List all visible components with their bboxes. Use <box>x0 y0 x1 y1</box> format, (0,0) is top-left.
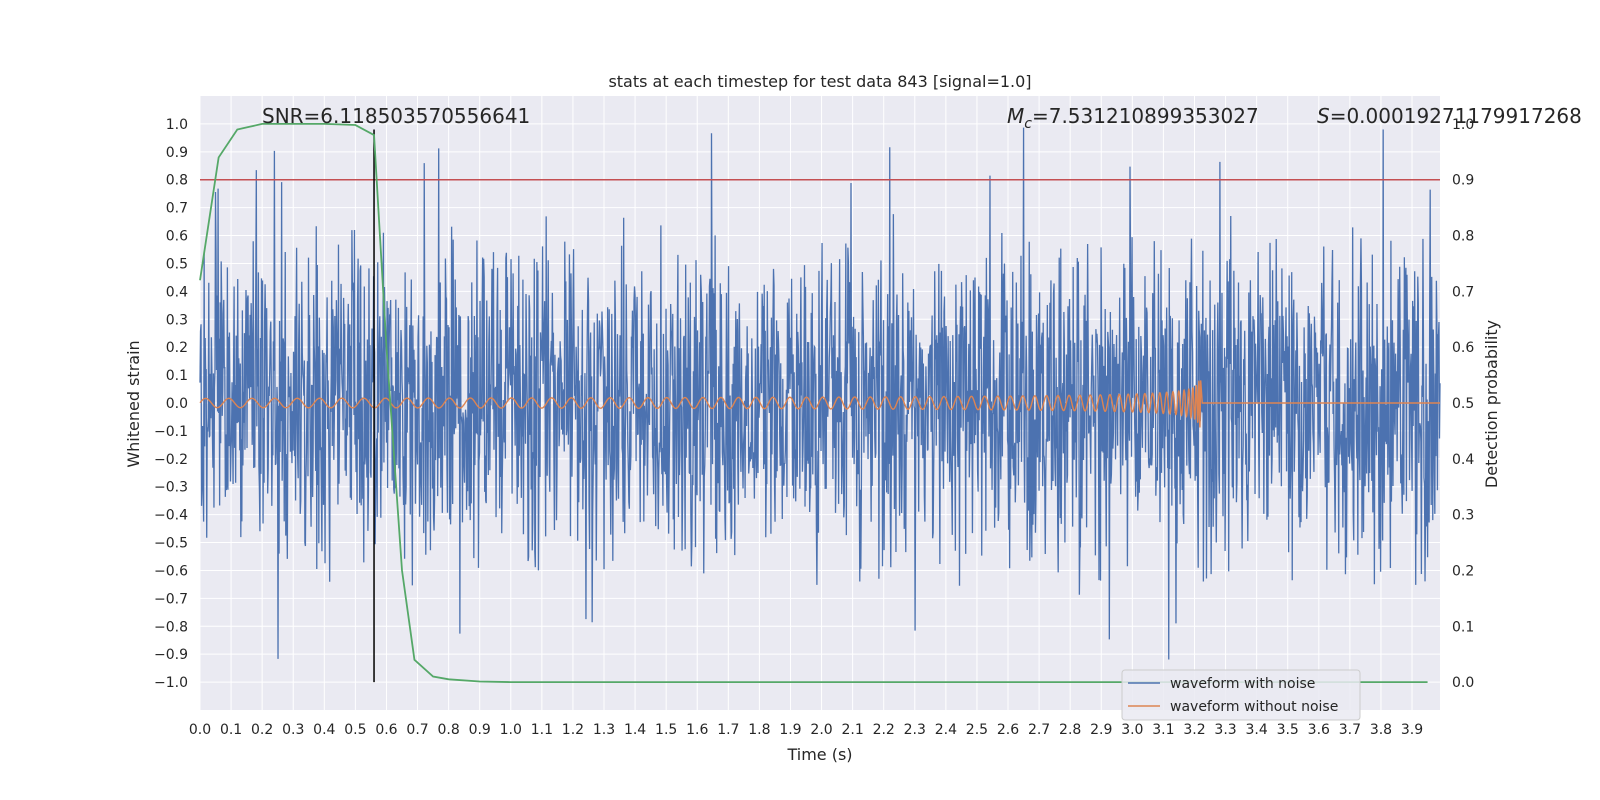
x-tick-label: 3.4 <box>1246 722 1268 738</box>
x-tick-label: 1.5 <box>655 722 677 738</box>
x-tick-label: 1.2 <box>562 722 584 738</box>
s-annotation: S=0.00019271179917268 <box>1317 104 1582 128</box>
y-tick-label: 0.8 <box>166 173 188 189</box>
x-tick-label: 2.7 <box>1028 722 1050 738</box>
y-axis-label: Whitened strain <box>124 340 143 467</box>
x-tick-label: 3.0 <box>1121 722 1143 738</box>
y2-tick-label: 0.7 <box>1452 284 1474 300</box>
series-waveform-with-noise <box>199 127 1441 660</box>
y2-tick-label: 0.5 <box>1452 396 1474 412</box>
x-tick-label: 0.5 <box>344 722 366 738</box>
y-tick-label: 0.4 <box>166 284 188 300</box>
s-symbol: S <box>1317 104 1330 128</box>
legend: waveform with noise waveform without noi… <box>1121 669 1361 721</box>
x-tick-label: 3.3 <box>1214 722 1236 738</box>
y2-tick-label: 0.3 <box>1452 508 1474 524</box>
overlay-lines <box>199 123 1440 683</box>
y-tick-label: 0.2 <box>166 340 188 356</box>
y-tick-label: 0.9 <box>166 145 188 161</box>
chart-title: stats at each timestep for test data 843… <box>608 72 1031 91</box>
x-tick-label: 1.0 <box>500 722 522 738</box>
x-tick-label: 2.8 <box>1059 722 1081 738</box>
snr-annotation: SNR=6.118503570556641 <box>262 104 530 128</box>
y-tick-label: −0.1 <box>154 424 188 440</box>
x-tick-label: 1.1 <box>531 722 553 738</box>
x-tick-label: 0.7 <box>406 722 428 738</box>
x-tick-label: 0.4 <box>313 722 335 738</box>
y-tick-label: 0.3 <box>166 312 188 328</box>
x-tick-label: 0.6 <box>375 722 397 738</box>
x-tick-label: 2.3 <box>904 722 926 738</box>
x-tick-label: 3.7 <box>1339 722 1361 738</box>
y-tick-label: 0.6 <box>166 229 188 245</box>
y2-tick-label: 0.2 <box>1452 563 1474 579</box>
x-tick-label: 3.8 <box>1370 722 1392 738</box>
legend-label-noise: waveform with noise <box>1170 676 1315 692</box>
y-tick-label: −0.2 <box>154 452 188 468</box>
y-tick-label: −0.4 <box>154 508 188 524</box>
y2-axis-label: Detection probability <box>1482 320 1501 488</box>
y2-tick-labels: 1.0 0.9 0.8 0.7 0.6 0.5 0.4 0.3 0.2 0.1 0.0 <box>1452 117 1474 691</box>
x-tick-label: 2.2 <box>873 722 895 738</box>
x-tick-label: 2.1 <box>841 722 863 738</box>
x-tick-label: 3.5 <box>1277 722 1299 738</box>
y2-tick-label: 0.9 <box>1452 173 1474 189</box>
x-tick-label: 0.2 <box>251 722 273 738</box>
x-tick-label: 2.0 <box>810 722 832 738</box>
chirp-mass-value: =7.531210899353027 <box>1032 104 1259 128</box>
y-tick-label: 0.5 <box>166 256 188 272</box>
chirp-mass-symbol: M <box>1007 104 1024 128</box>
x-tick-label: 2.4 <box>935 722 957 738</box>
x-tick-label: 0.3 <box>282 722 304 738</box>
x-tick-label: 3.6 <box>1308 722 1330 738</box>
x-tick-label: 3.1 <box>1152 722 1174 738</box>
y2-tick-label: 1.0 <box>1452 117 1474 133</box>
x-tick-label: 1.4 <box>624 722 646 738</box>
x-tick-label: 0.9 <box>469 722 491 738</box>
x-tick-label: 0.1 <box>220 722 242 738</box>
chirp-mass-subscript: c <box>1024 116 1032 132</box>
x-tick-label: 1.8 <box>748 722 770 738</box>
y-tick-label: 0.7 <box>166 201 188 217</box>
y-tick-label: −0.8 <box>154 619 188 635</box>
y-tick-label: 1.0 <box>166 117 188 133</box>
series-waveform-without-noise <box>199 380 1440 428</box>
x-tick-label: 2.6 <box>997 722 1019 738</box>
detection-probability-line <box>199 123 1428 683</box>
y2-tick-label: 0.6 <box>1452 340 1474 356</box>
y-tick-label: −0.9 <box>154 647 188 663</box>
y-tick-labels: 1.0 0.9 0.8 0.7 0.6 0.5 0.4 0.3 0.2 0.1 0.0 −0.1 −0.… <box>154 117 188 691</box>
y2-tick-label: 0.4 <box>1452 452 1474 468</box>
x-tick-label: 1.3 <box>593 722 615 738</box>
y-tick-label: −0.7 <box>154 591 188 607</box>
legend-box <box>1121 669 1361 721</box>
x-tick-label: 3.2 <box>1183 722 1205 738</box>
y-tick-label: −0.6 <box>154 563 188 579</box>
y-tick-label: −0.5 <box>154 536 188 552</box>
y2-tick-label: 0.1 <box>1452 619 1474 635</box>
x-tick-label: 1.6 <box>686 722 708 738</box>
chirp-mass-annotation: Mc=7.531210899353027 <box>1007 104 1259 132</box>
x-tick-label: 3.9 <box>1401 722 1423 738</box>
y-tick-label: −0.3 <box>154 480 188 496</box>
y2-tick-label: 0.8 <box>1452 229 1474 245</box>
x-tick-labels: 0.0 0.1 0.2 0.3 0.4 0.5 0.6 0.7 0.8 0.9 1.0 1.1 1.2 1… <box>189 722 1423 738</box>
legend-label-clean: waveform without noise <box>1170 699 1338 715</box>
x-tick-label: 1.7 <box>717 722 739 738</box>
x-tick-label: 0.8 <box>437 722 459 738</box>
y-tick-label: −1.0 <box>154 675 188 691</box>
x-axis-label: Time (s) <box>786 745 852 764</box>
x-tick-label: 2.9 <box>1090 722 1112 738</box>
x-tick-label: 2.5 <box>966 722 988 738</box>
x-tick-label: 1.9 <box>779 722 801 738</box>
noise-trace <box>199 127 1441 660</box>
y-tick-label: 0.1 <box>166 368 188 384</box>
y2-tick-label: 0.0 <box>1452 675 1474 691</box>
chirp-trace <box>199 380 1440 428</box>
s-value: =0.00019271179917268 <box>1330 104 1582 128</box>
x-tick-label: 0.0 <box>189 722 211 738</box>
y-tick-label: 0.0 <box>166 396 188 412</box>
